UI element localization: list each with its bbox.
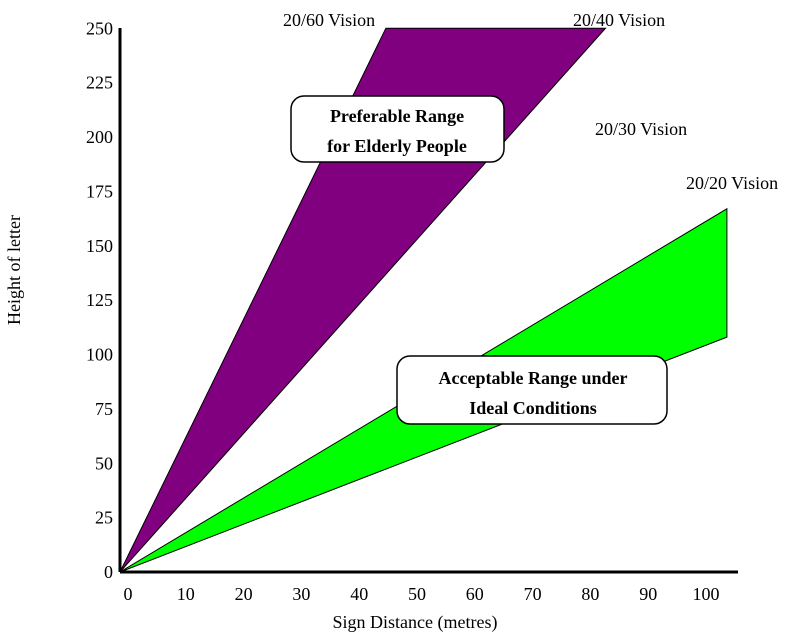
x-tick-label: 70	[524, 584, 542, 604]
y-tick-label: 150	[86, 236, 113, 256]
y-tick-label: 50	[95, 453, 113, 473]
callout-line: Acceptable Range under	[439, 368, 628, 388]
annotation-20-30-vision: 20/30 Vision	[595, 119, 687, 139]
callout-preferable-range: Preferable Range for Elderly People	[290, 95, 505, 163]
y-tick-label: 175	[86, 181, 113, 201]
y-tick-label: 75	[95, 399, 113, 419]
x-tick-label: 40	[350, 584, 368, 604]
x-tick-label: 30	[292, 584, 310, 604]
y-tick-label: 250	[86, 18, 113, 38]
y-axis-title: Height of letter	[4, 215, 24, 325]
x-tick-label: 10	[177, 584, 195, 604]
y-tick-label: 25	[95, 508, 113, 528]
y-tick-label: 200	[86, 127, 113, 147]
callout-line: Preferable Range	[330, 106, 464, 126]
annotation-20-20-vision: 20/20 Vision	[686, 173, 778, 193]
y-tick-label: 125	[86, 290, 113, 310]
callout-acceptable-range: Acceptable Range under Ideal Conditions	[396, 355, 668, 425]
x-tick-label: 50	[408, 584, 426, 604]
callout-line: for Elderly People	[327, 136, 467, 156]
x-tick-label: 0	[124, 584, 133, 604]
y-tick-label: 100	[86, 345, 113, 365]
x-axis-title: Sign Distance (metres)	[333, 612, 498, 633]
callout-box	[396, 355, 668, 425]
y-tick-labels: 0 25 50 75 100 125 150 175 200 225 250	[86, 18, 113, 582]
annotation-20-60-vision: 20/60 Vision	[283, 10, 375, 30]
x-tick-label: 60	[466, 584, 484, 604]
callout-box	[290, 95, 505, 163]
callout-line: Ideal Conditions	[469, 398, 597, 418]
y-tick-label: 225	[86, 73, 113, 93]
annotation-20-40-vision: 20/40 Vision	[573, 10, 665, 30]
x-tick-label: 20	[235, 584, 253, 604]
x-tick-label: 100	[693, 584, 720, 604]
y-tick-label: 0	[104, 562, 113, 582]
x-tick-label: 90	[639, 584, 657, 604]
region-0	[119, 27, 607, 573]
x-tick-labels: 0 10 20 30 40 50 60 70 80 90 100	[124, 584, 720, 604]
x-tick-label: 80	[581, 584, 599, 604]
